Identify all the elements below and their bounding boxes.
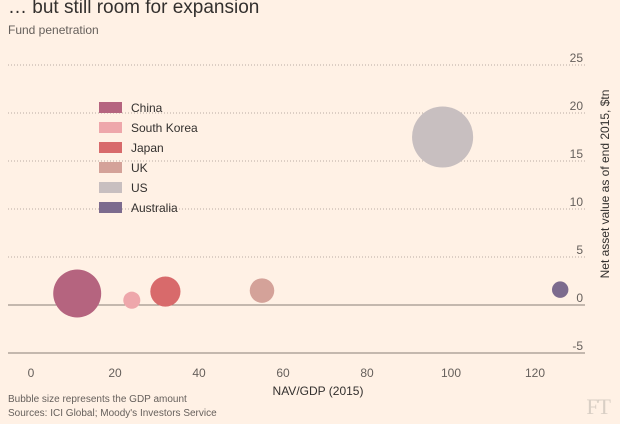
- x-tick-label: 100: [441, 366, 461, 380]
- legend-label: Japan: [131, 141, 164, 155]
- bubble-uk: [249, 278, 275, 303]
- legend-swatch: [99, 142, 122, 153]
- x-tick-label: 120: [525, 366, 545, 380]
- x-tick-label: 80: [360, 366, 374, 380]
- sources-note: Sources: ICI Global; Moody's Investors S…: [8, 408, 217, 419]
- bubbles: [53, 106, 569, 318]
- y-tick-label: 0: [576, 291, 583, 305]
- tick-labels: -5 0 5 10 15 20 25 0 20 40 60 80 100 120: [28, 51, 584, 380]
- y-tick-label: 10: [570, 195, 584, 209]
- x-tick-label: 60: [276, 366, 290, 380]
- legend: China South Korea Japan UK US Australia: [99, 101, 198, 215]
- legend-swatch: [99, 182, 122, 193]
- y-tick-label: 15: [570, 147, 584, 161]
- chart-subtitle: Fund penetration: [8, 23, 99, 37]
- legend-label: US: [131, 181, 148, 195]
- bubble-size-note: Bubble size represents the GDP amount: [8, 394, 187, 405]
- legend-swatch: [99, 202, 122, 213]
- x-axis-label: NAV/GDP (2015): [273, 384, 364, 398]
- y-tick-label: 5: [576, 243, 583, 257]
- chart-title: … but still room for expansion: [8, 0, 260, 18]
- legend-label: UK: [131, 161, 148, 175]
- x-tick-label: 20: [108, 366, 122, 380]
- legend-label: China: [131, 101, 163, 115]
- bubble-south-korea: [123, 291, 141, 309]
- bubble-us: [412, 106, 474, 168]
- legend-swatch: [99, 122, 122, 133]
- y-tick-label: 20: [570, 99, 584, 113]
- x-tick-label: 40: [192, 366, 206, 380]
- ft-logo: FT: [586, 394, 611, 419]
- bubble-japan: [150, 276, 181, 307]
- legend-swatch: [99, 102, 122, 113]
- x-tick-label: 0: [28, 366, 35, 380]
- bubble-china: [53, 269, 102, 318]
- legend-label: South Korea: [131, 121, 198, 135]
- legend-label: Australia: [131, 201, 178, 215]
- legend-swatch: [99, 162, 122, 173]
- bubble-australia: [551, 281, 569, 298]
- y-axis-label: Net asset value as of end 2015, $tn: [598, 90, 612, 279]
- y-tick-label: 25: [570, 51, 584, 65]
- y-tick-label: -5: [572, 339, 583, 353]
